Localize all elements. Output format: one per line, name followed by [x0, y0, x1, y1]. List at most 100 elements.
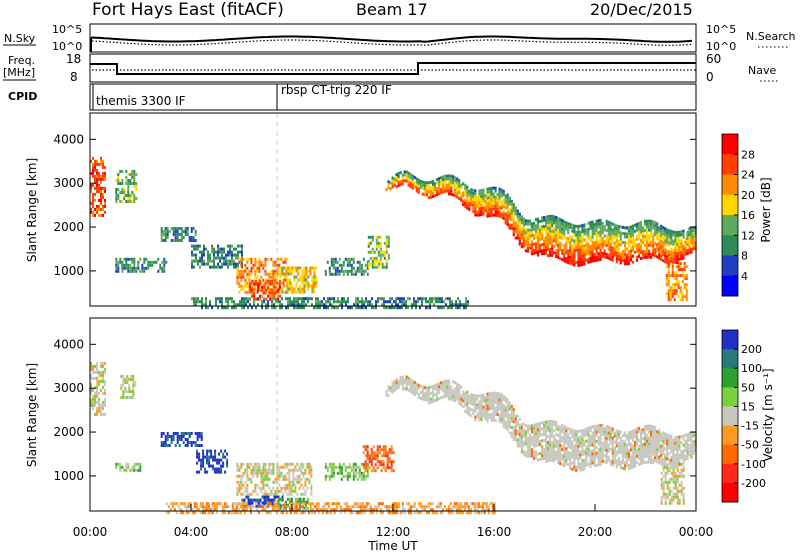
power-cell — [303, 284, 306, 288]
velocity-cell — [186, 444, 189, 447]
power-cell — [303, 275, 306, 279]
power-cell — [371, 262, 374, 266]
velocity-cell — [288, 489, 291, 493]
velocity-band-cell — [492, 409, 495, 413]
power-band-cell — [595, 246, 598, 250]
velocity-cell — [205, 502, 208, 506]
power-band-cell — [543, 252, 546, 255]
power-cell — [303, 266, 306, 270]
power-cell — [339, 300, 341, 304]
velocity-cell — [231, 508, 234, 512]
velocity-cell — [451, 508, 454, 512]
power-cell — [265, 306, 267, 310]
velocity-cell — [122, 384, 125, 387]
power-cell — [231, 253, 233, 257]
velocity-cell — [365, 505, 368, 509]
velocity-cell — [181, 502, 184, 506]
velocity-cell — [298, 474, 301, 478]
power-cell — [203, 244, 205, 248]
velocity-cell — [347, 505, 350, 509]
power-cell — [667, 271, 670, 275]
velocity-cell — [139, 462, 142, 466]
velocity-cell — [670, 495, 673, 499]
beam-label: Beam 17 — [356, 0, 428, 19]
velocity-band-cell — [565, 432, 568, 436]
power-band-cell — [555, 219, 558, 222]
velocity-band-cell — [466, 402, 469, 406]
power-cell — [240, 275, 243, 279]
power-band-cell — [666, 258, 669, 262]
velocity-cell — [128, 390, 131, 393]
power-cell — [336, 266, 339, 270]
velocity-cell — [236, 474, 239, 478]
velocity-cell — [100, 361, 102, 365]
power-cell — [259, 294, 262, 298]
power-band-cell — [516, 212, 519, 216]
velocity-cell — [290, 489, 293, 493]
power-cell — [367, 262, 370, 266]
velocity-band-cell — [559, 462, 562, 465]
power-cell — [385, 265, 388, 269]
velocity-band-cell — [401, 375, 404, 379]
velocity-band-cell — [472, 399, 475, 403]
power-cell — [96, 189, 98, 193]
power-cell — [265, 291, 268, 295]
velocity-band-cell — [526, 439, 529, 443]
velocity-cell — [100, 373, 102, 377]
velocity-band-cell — [474, 403, 477, 407]
velocity-band-cell — [486, 404, 489, 408]
power-cell — [207, 259, 209, 263]
power-cell — [295, 266, 298, 270]
power-cell — [121, 188, 124, 191]
velocity-cell — [380, 469, 383, 473]
power-band-cell — [468, 189, 471, 193]
power-band-cell — [530, 243, 534, 247]
velocity-cell — [249, 508, 252, 512]
velocity-cell — [123, 468, 126, 472]
power-band-cell — [668, 262, 671, 266]
power-cell — [94, 162, 96, 166]
velocity-band-cell — [563, 440, 566, 444]
power-cell — [315, 284, 318, 288]
velocity-cell — [267, 498, 270, 502]
power-band-cell — [464, 186, 467, 190]
velocity-cell — [417, 511, 420, 515]
velocity-cell — [395, 508, 398, 512]
velocity-cell — [213, 502, 216, 506]
velocity-cell — [209, 511, 212, 515]
velocity-cell — [213, 505, 216, 509]
power-cell — [291, 266, 294, 270]
velocity-band-cell — [429, 397, 433, 401]
velocity-cell — [299, 505, 302, 509]
power-band-cell — [555, 231, 558, 234]
power-band-cell — [656, 228, 659, 232]
power-cell — [94, 180, 96, 184]
power-band-cell — [670, 247, 673, 251]
power-cell — [301, 272, 304, 276]
power-band-cell — [597, 219, 600, 223]
velocity-cell — [94, 370, 96, 374]
velocity-cell — [296, 474, 299, 478]
velocity-band-cell — [581, 432, 584, 436]
power-cell — [319, 300, 321, 304]
velocity-band-cell — [567, 427, 570, 431]
power-cell — [383, 250, 386, 254]
velocity-band-cell — [536, 452, 540, 456]
velocity-cell — [369, 508, 372, 512]
power-cell — [219, 265, 221, 269]
velocity-band-cell — [413, 387, 416, 391]
velocity-cell — [332, 465, 335, 469]
power-band-cell — [676, 258, 679, 261]
power-band-cell — [654, 224, 657, 228]
velocity-cell — [481, 511, 484, 515]
power-cell — [331, 306, 333, 310]
power-cell — [209, 256, 211, 260]
power-cell — [447, 306, 449, 310]
power-band-cell — [498, 187, 501, 191]
power-band-cell — [678, 230, 681, 234]
velocity-band-cell — [510, 410, 513, 414]
velocity-band-cell — [557, 454, 560, 458]
power-band-cell — [589, 248, 592, 251]
power-band-cell — [530, 249, 534, 253]
power-cell — [350, 266, 353, 270]
